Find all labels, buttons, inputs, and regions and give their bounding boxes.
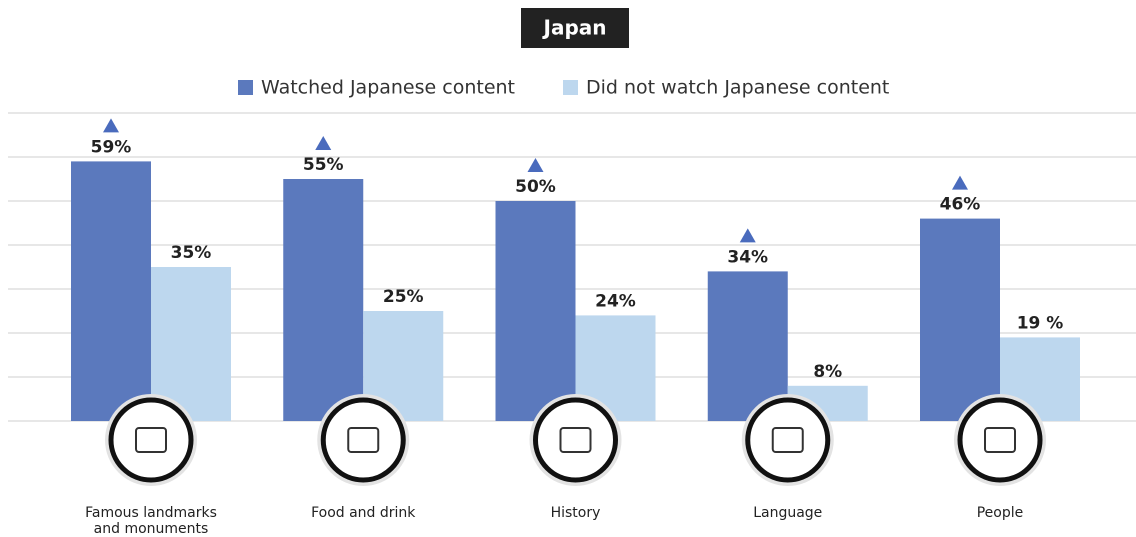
significance-marker (103, 118, 119, 133)
value-label: 24% (595, 291, 636, 311)
value-label: 8% (813, 362, 842, 382)
icon-circle (108, 397, 194, 483)
value-label: 35% (171, 243, 212, 263)
value-label: 25% (383, 287, 424, 307)
significance-marker (315, 136, 332, 150)
legend-swatch (238, 80, 253, 95)
x-tick-label: People (976, 505, 1024, 521)
value-label: 19 % (1017, 313, 1064, 333)
icon-circle (745, 397, 831, 483)
chart-title: Japan (542, 16, 607, 40)
x-tick-label: Language (753, 505, 823, 521)
icon (559, 427, 592, 453)
title-box (521, 8, 629, 48)
value-label: 34% (727, 247, 768, 267)
icon (135, 427, 167, 453)
legend-label: Did not watch Japanese content (586, 77, 889, 99)
bar (71, 161, 151, 421)
significance-marker (952, 175, 968, 190)
icon-circle (320, 397, 406, 483)
icon-circle (533, 397, 618, 483)
value-label: 50% (515, 177, 556, 197)
bar (495, 201, 576, 421)
bar (151, 267, 231, 421)
icon (347, 427, 380, 453)
icon (984, 427, 1016, 453)
icon (771, 427, 804, 453)
legend-swatch (563, 80, 578, 95)
value-label: 55% (303, 155, 344, 175)
legend-label: Watched Japanese content (261, 77, 515, 99)
x-tick-label: History (550, 505, 601, 521)
significance-marker (527, 158, 544, 172)
bar (283, 179, 364, 421)
value-label: 46% (940, 195, 981, 215)
significance-marker (739, 228, 756, 243)
x-tick-label: Food and drink (311, 505, 416, 521)
bar (920, 218, 1000, 421)
x-tick-label: Famous landmarks and monuments (85, 505, 217, 537)
value-label: 59% (91, 137, 132, 157)
icon-circle (957, 397, 1043, 483)
